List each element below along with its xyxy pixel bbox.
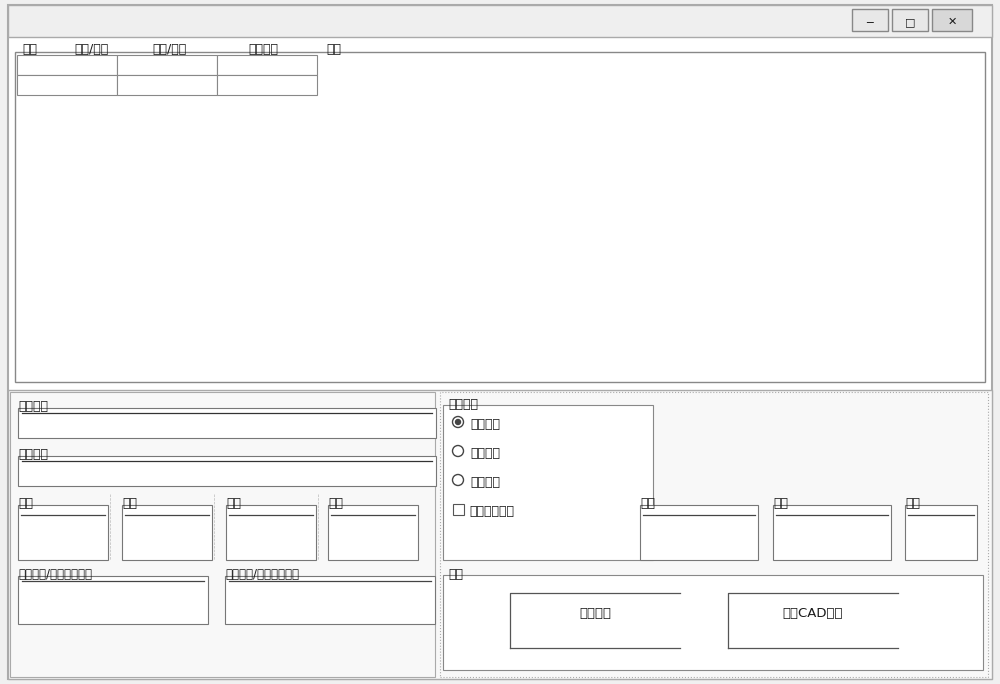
Text: 审核: 审核: [122, 497, 137, 510]
Bar: [773, 505, 891, 560]
Bar: [17, 75, 117, 95]
Text: 增加电缆路径: 增加电缆路径: [469, 505, 514, 518]
Bar: [122, 505, 212, 560]
Text: 分项工程: 分项工程: [18, 448, 48, 461]
Bar: [443, 575, 983, 670]
Bar: [226, 505, 316, 560]
Bar: [328, 505, 418, 560]
Bar: [117, 55, 217, 75]
Bar: [905, 505, 977, 560]
Bar: [217, 75, 317, 95]
Bar: [18, 576, 208, 624]
Bar: [18, 408, 436, 438]
Text: 联合图框: 联合图框: [470, 447, 500, 460]
Text: 制图: 制图: [328, 497, 343, 510]
Bar: [117, 75, 217, 95]
Text: 选择图框: 选择图框: [448, 398, 478, 411]
Text: 项目名称: 项目名称: [18, 400, 48, 413]
Bar: [852, 9, 888, 31]
Text: ✕: ✕: [947, 17, 957, 27]
Text: 系统: 系统: [22, 43, 37, 56]
Bar: [17, 55, 117, 75]
Bar: [18, 505, 108, 560]
Bar: [892, 9, 928, 31]
Text: 图号: 图号: [773, 497, 788, 510]
Bar: [440, 392, 988, 677]
Bar: [225, 576, 435, 624]
Text: 联合图名/英文项目名称: 联合图名/英文项目名称: [18, 568, 92, 581]
Circle shape: [456, 419, 460, 425]
Text: 导入/导出: 导入/导出: [152, 43, 186, 56]
Bar: [443, 405, 653, 560]
Bar: [8, 5, 992, 37]
Bar: [217, 55, 317, 75]
Bar: [18, 456, 436, 486]
Bar: [8, 390, 992, 679]
Bar: [640, 505, 758, 560]
Text: 保存/打开: 保存/打开: [74, 43, 108, 56]
Text: 正常图框: 正常图框: [470, 418, 500, 431]
Text: 中英双语: 中英双语: [470, 476, 500, 489]
Text: 功能: 功能: [448, 568, 463, 581]
Text: 联合图号/英文分项名称: 联合图号/英文分项名称: [225, 568, 299, 581]
Bar: [932, 9, 972, 31]
Text: 序号: 序号: [905, 497, 920, 510]
Text: 审定: 审定: [18, 497, 33, 510]
Bar: [15, 52, 985, 382]
Text: ─: ─: [867, 17, 873, 27]
Text: 日期: 日期: [640, 497, 655, 510]
Bar: [453, 504, 464, 515]
Bar: [10, 392, 435, 677]
Text: 设计: 设计: [226, 497, 241, 510]
Text: 打印图纸: 打印图纸: [248, 43, 278, 56]
Text: 统计材料: 统计材料: [579, 607, 611, 620]
Text: 帮助: 帮助: [326, 43, 341, 56]
Text: 生成CAD图纸: 生成CAD图纸: [783, 607, 843, 620]
Text: □: □: [905, 17, 915, 27]
